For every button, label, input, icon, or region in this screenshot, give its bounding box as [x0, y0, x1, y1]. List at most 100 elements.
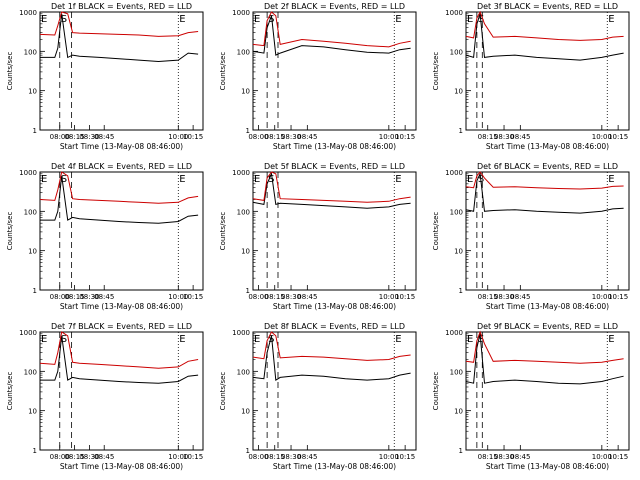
y-axis-label: Counts/sec [219, 212, 227, 251]
marker-label: E [179, 174, 185, 185]
marker-label: S [268, 14, 274, 25]
x-tick-label: 10:00 [592, 453, 612, 461]
y-tick-label: 1 [459, 287, 463, 295]
y-tick-label: 10 [28, 248, 37, 256]
x-tick-label: 08:30 [281, 133, 301, 141]
marker-label: E [254, 334, 260, 345]
y-tick-label: 1 [33, 287, 37, 295]
x-tick-label: 10:00 [379, 453, 399, 461]
x-axis-label: Start Time (13-May-08 08:46:00) [273, 462, 396, 471]
series-lld-line [465, 171, 624, 190]
marker-label: S [61, 174, 67, 185]
series-lld-line [39, 331, 199, 369]
x-tick-label: 08:45 [94, 133, 114, 141]
panel-2: Det 2f BLACK = Events, RED = LLD 1 10 100 10… [219, 2, 417, 151]
x-axis-label: Start Time (13-May-08 08:46:00) [486, 462, 609, 471]
chart-title: Det 1f BLACK = Events, RED = LLD [51, 2, 192, 11]
marker-label: E [395, 174, 401, 185]
panel-6: Det 6f BLACK = Events, RED = LLD 1 10 100 10… [432, 162, 630, 311]
y-tick-label: 100 [237, 368, 250, 376]
y-tick-label: 100 [450, 48, 463, 56]
x-tick-label: 10:00 [379, 293, 399, 301]
chart-title: Det 2f BLACK = Events, RED = LLD [264, 2, 405, 11]
chart-title: Det 6f BLACK = Events, RED = LLD [477, 162, 618, 171]
series-events-line [465, 333, 624, 385]
marker-label: E [254, 174, 260, 185]
x-tick-label: 08:30 [494, 293, 514, 301]
x-tick-label: 08:15 [265, 133, 285, 141]
y-tick-label: 10 [454, 88, 463, 96]
chart-title: Det 4f BLACK = Events, RED = LLD [51, 162, 192, 171]
y-tick-label: 1000 [19, 9, 37, 17]
y-tick-label: 100 [237, 48, 250, 56]
x-tick-label: 10:00 [592, 133, 612, 141]
series-events-line [252, 15, 411, 56]
series-lld-line [465, 10, 624, 41]
chart-title: Det 8f BLACK = Events, RED = LLD [264, 322, 405, 331]
x-tick-label: 08:00 [50, 133, 70, 141]
panel-1: Det 1f BLACK = Events, RED = LLD 1 10 100 10… [6, 2, 204, 151]
y-tick-label: 1 [246, 287, 250, 295]
chart-title: Det 5f BLACK = Events, RED = LLD [264, 162, 405, 171]
marker-label: S [268, 334, 274, 345]
marker-label: E [608, 14, 614, 25]
x-tick-label: 10:00 [379, 133, 399, 141]
y-tick-label: 100 [450, 368, 463, 376]
y-tick-label: 1000 [445, 9, 463, 17]
x-tick-label: 08:30 [281, 293, 301, 301]
series-events-line [40, 335, 199, 384]
marker-label: E [395, 14, 401, 25]
series-lld-line [252, 331, 411, 361]
y-tick-label: 100 [24, 48, 37, 56]
x-tick-label: 08:15 [478, 133, 498, 141]
y-tick-label: 10 [454, 248, 463, 256]
series-events-line [40, 175, 199, 224]
x-tick-label: 08:45 [297, 293, 317, 301]
y-axis-label: Counts/sec [219, 52, 227, 91]
panel-7: Det 7f BLACK = Events, RED = LLD 1 10 100 10… [6, 322, 204, 471]
plot-frame [39, 171, 204, 291]
panel-8: Det 8f BLACK = Events, RED = LLD 1 10 100 10… [219, 322, 417, 471]
y-tick-label: 1 [33, 127, 37, 135]
x-axis-label: Start Time (13-May-08 08:46:00) [486, 142, 609, 151]
x-tick-label: 10:15 [608, 293, 628, 301]
y-tick-label: 1 [246, 447, 250, 455]
y-tick-label: 10 [241, 88, 250, 96]
panel-5: Det 5f BLACK = Events, RED = LLD 1 10 100 10… [219, 162, 417, 311]
y-axis-label: Counts/sec [6, 52, 14, 91]
marker-label: E [41, 334, 47, 345]
x-tick-label: 10:15 [183, 453, 203, 461]
x-tick-label: 08:45 [297, 453, 317, 461]
marker-label: E [395, 334, 401, 345]
y-tick-label: 1 [246, 127, 250, 135]
marker-label: E [467, 14, 473, 25]
x-tick-label: 08:45 [94, 453, 114, 461]
x-tick-label: 10:15 [395, 133, 415, 141]
marker-label: S [61, 14, 67, 25]
marker-label: E [179, 14, 185, 25]
x-axis-label: Start Time (13-May-08 08:46:00) [486, 302, 609, 311]
plot-frame [39, 331, 204, 451]
y-tick-label: 1 [33, 447, 37, 455]
plot-frame [252, 331, 417, 451]
y-axis-label: Counts/sec [6, 212, 14, 251]
series-events-line [465, 171, 624, 214]
marker-label: E [41, 174, 47, 185]
y-tick-label: 100 [450, 208, 463, 216]
x-tick-label: 10:15 [183, 133, 203, 141]
y-axis-label: Counts/sec [6, 372, 14, 411]
x-tick-label: 08:15 [265, 293, 285, 301]
y-tick-label: 1000 [232, 169, 250, 177]
panel-4: Det 4f BLACK = Events, RED = LLD 1 10 100 10… [6, 162, 204, 311]
y-tick-label: 100 [24, 368, 37, 376]
y-tick-label: 100 [24, 208, 37, 216]
x-tick-label: 10:00 [168, 293, 188, 301]
marker-label: S [268, 174, 274, 185]
x-tick-label: 08:45 [297, 133, 317, 141]
marker-label: E [608, 334, 614, 345]
y-axis-label: Counts/sec [432, 212, 440, 251]
plot-frame [252, 11, 417, 131]
x-tick-label: 08:30 [79, 133, 99, 141]
series-events-line [252, 335, 411, 381]
